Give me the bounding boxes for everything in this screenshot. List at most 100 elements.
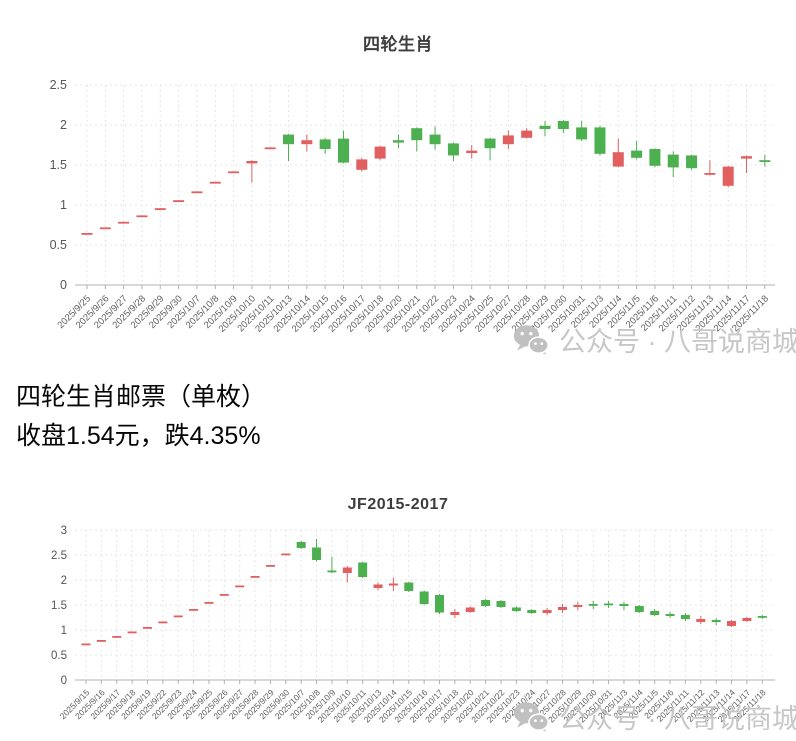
candle-body bbox=[667, 154, 679, 168]
y-tick-label: 2 bbox=[61, 575, 67, 587]
candle-body bbox=[496, 601, 506, 607]
candle-body bbox=[142, 627, 152, 629]
y-tick-label: 0.5 bbox=[51, 650, 67, 662]
candle-body bbox=[158, 621, 168, 624]
candle-body bbox=[686, 155, 698, 169]
candle-body bbox=[665, 614, 675, 616]
candle-body bbox=[265, 565, 275, 567]
candle-body bbox=[484, 138, 496, 149]
stamp-name-text: 四轮生肖邮票（单枚） bbox=[16, 383, 267, 411]
y-tick-label: 1.5 bbox=[50, 158, 67, 172]
candle-body bbox=[588, 604, 598, 606]
candle-body bbox=[356, 159, 368, 170]
candle-body bbox=[235, 585, 245, 588]
y-tick-label: 0 bbox=[61, 675, 67, 687]
candle-body bbox=[250, 576, 260, 578]
candle-body bbox=[118, 221, 130, 224]
candle-body bbox=[189, 609, 199, 611]
candle-body bbox=[557, 121, 569, 129]
candle-body bbox=[511, 607, 521, 611]
candle-body bbox=[450, 612, 460, 615]
y-tick-label: 1 bbox=[60, 198, 67, 212]
candle-body bbox=[219, 594, 229, 596]
candle-body bbox=[388, 583, 398, 586]
candle-body bbox=[136, 215, 148, 218]
candle-body bbox=[704, 173, 716, 175]
candle-body bbox=[650, 611, 660, 615]
candle-body bbox=[465, 607, 475, 612]
candle-body bbox=[466, 150, 478, 153]
y-tick-label: 0 bbox=[60, 278, 67, 292]
candle-body bbox=[228, 171, 240, 174]
candle-body bbox=[96, 640, 106, 642]
y-tick-label: 1 bbox=[61, 625, 67, 637]
candle-body bbox=[283, 134, 295, 145]
y-tick-label: 2.5 bbox=[50, 78, 67, 92]
candle-body bbox=[296, 542, 306, 548]
candle-body bbox=[173, 200, 185, 202]
candlestick-canvas-jf2015-2017: 00.511.522.532025/9/152025/9/162025/9/17… bbox=[51, 525, 775, 724]
close-price-text: 收盘1.54元，跌4.35% bbox=[16, 422, 261, 450]
candle-body bbox=[209, 181, 221, 184]
candle-body bbox=[204, 602, 214, 604]
candle-body bbox=[612, 152, 624, 167]
candle-body bbox=[173, 615, 183, 618]
candle-body bbox=[373, 584, 383, 588]
candle-body bbox=[631, 150, 643, 158]
candle-body bbox=[246, 161, 258, 164]
watermark: 公众号 · 八哥说商城 bbox=[513, 320, 796, 359]
candle-body bbox=[576, 127, 588, 140]
candle-body bbox=[502, 135, 514, 145]
candle-body bbox=[634, 606, 644, 612]
y-tick-label: 2.5 bbox=[51, 550, 67, 562]
candle-body bbox=[154, 208, 166, 210]
candle-body bbox=[81, 643, 91, 646]
candle-body bbox=[759, 160, 771, 162]
candle-body bbox=[435, 595, 445, 613]
candle-body bbox=[191, 191, 203, 194]
candle-body bbox=[404, 582, 414, 591]
candle-body bbox=[573, 605, 583, 607]
wechat-icon bbox=[513, 701, 549, 732]
candle-body bbox=[112, 636, 122, 638]
candle-body bbox=[312, 547, 322, 560]
y-tick-label: 3 bbox=[61, 525, 67, 537]
candle-body bbox=[429, 134, 441, 145]
candle-body bbox=[604, 603, 614, 606]
watermark: 公众号 · 八哥说商城 bbox=[513, 697, 796, 736]
candle-body bbox=[301, 140, 313, 145]
candle-body bbox=[411, 128, 423, 141]
candle-body bbox=[649, 149, 661, 166]
candle-body bbox=[319, 139, 331, 149]
candle-body bbox=[557, 607, 567, 610]
candle-body bbox=[447, 143, 459, 156]
candle-body bbox=[711, 620, 721, 622]
candle-body bbox=[741, 156, 753, 159]
candle-body bbox=[281, 553, 291, 556]
candlestick-canvas-silunshengxiao: 00.511.522.52025/9/252025/9/262025/9/272… bbox=[50, 78, 775, 335]
y-tick-label: 2 bbox=[60, 118, 67, 132]
candle-body bbox=[127, 631, 137, 634]
candle-body bbox=[722, 166, 734, 186]
wechat-icon bbox=[513, 324, 549, 355]
chart-title-silunshengxiao: 四轮生肖 bbox=[363, 35, 433, 54]
candle-body bbox=[481, 600, 491, 606]
candle-body bbox=[619, 604, 629, 606]
candle-body bbox=[539, 125, 551, 129]
candle-body bbox=[527, 610, 537, 613]
candle-body bbox=[342, 567, 352, 573]
candle-body bbox=[327, 570, 337, 573]
watermark-text: 公众号 · 八哥说商城 bbox=[559, 327, 796, 357]
candle-body bbox=[99, 227, 111, 230]
candle-body bbox=[81, 233, 93, 235]
candle-body bbox=[680, 615, 690, 619]
candle-body bbox=[419, 591, 429, 604]
candle-body bbox=[594, 127, 606, 154]
candle-body bbox=[264, 147, 276, 150]
candle-body bbox=[392, 140, 404, 143]
candle-body bbox=[521, 130, 533, 138]
watermark-text: 公众号 · 八哥说商城 bbox=[559, 704, 796, 734]
candle-body bbox=[757, 616, 767, 618]
candle-body bbox=[696, 619, 706, 622]
